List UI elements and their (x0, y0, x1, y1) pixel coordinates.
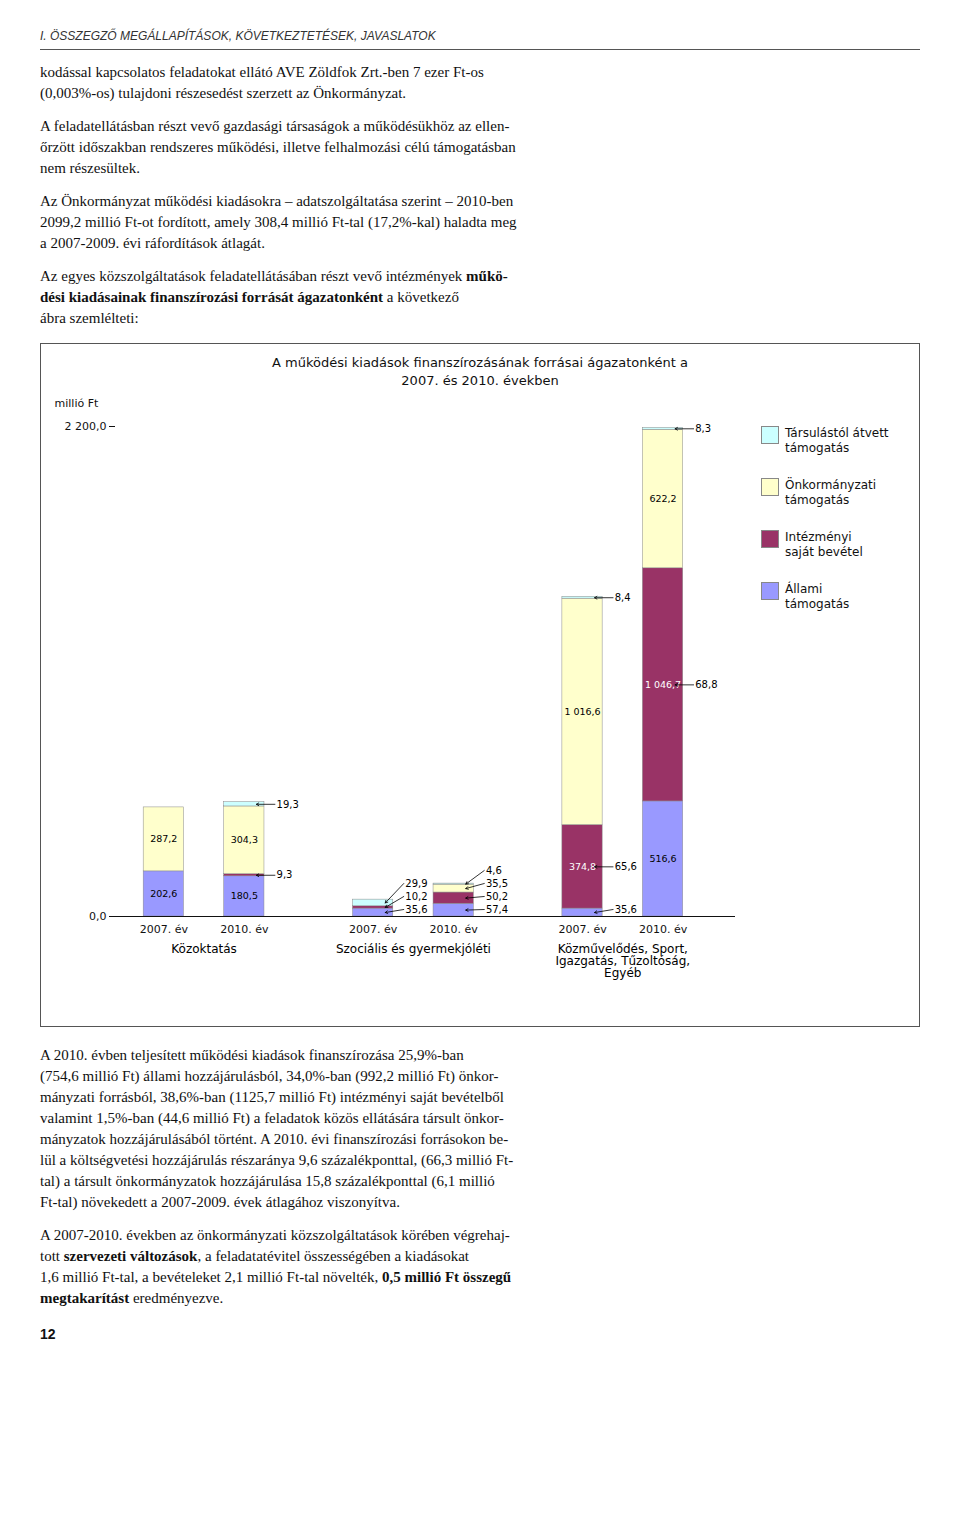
svg-text:202,6: 202,6 (150, 888, 177, 899)
html-text:A 2010. évben teljesített műkö: A 2010. évben teljesített működési kiadá… (40, 1047, 514, 1211)
svg-text:Közművelődés, Sport,Igazgatás,: Közművelődés, Sport,Igazgatás, Tűzoltósá… (555, 942, 690, 980)
svg-text:2010. év: 2010. év (220, 923, 269, 936)
svg-text:1 016,6: 1 016,6 (564, 706, 600, 717)
html-text:Intézményi saját bevétel: Intézményi saját bevétel (785, 530, 863, 560)
svg-text:35,6: 35,6 (615, 904, 637, 915)
svg-text:0,0: 0,0 (89, 910, 107, 923)
svg-text:2010. év: 2010. év (430, 923, 479, 936)
svg-text:57,4: 57,4 (486, 904, 508, 915)
html-text:A 2007-2010. években az önkorm: A 2007-2010. években az önkormányzati kö… (40, 1227, 512, 1307)
svg-text:516,6: 516,6 (649, 853, 676, 864)
html-text:Az Önkormányzat működési kiadá: Az Önkormányzat működési kiadásokra – ad… (40, 192, 517, 251)
svg-text:29,9: 29,9 (405, 878, 427, 889)
svg-text:4,6: 4,6 (486, 865, 502, 876)
svg-text:304,3: 304,3 (231, 835, 258, 846)
svg-text:2010. év: 2010. év (639, 923, 688, 936)
svg-text:35,5: 35,5 (486, 878, 508, 889)
html-text:Önkormányzati támogatás: Önkormányzati támogatás (785, 478, 877, 508)
svg-text:Közoktatás: Közoktatás (171, 942, 237, 956)
html-text:Állami támogatás: Állami támogatás (785, 582, 850, 612)
svg-text:180,5: 180,5 (231, 891, 258, 902)
svg-text:millió Ft: millió Ft (55, 397, 99, 410)
html-text:12: 12 (40, 1326, 56, 1343)
html-text:kodással kapcsolatos feladatok: kodással kapcsolatos feladatokat ellátó … (40, 63, 484, 101)
html-text:A működési kiadások finanszíro: A működési kiadások finanszírozásának fo… (272, 354, 688, 388)
svg-text:65,6: 65,6 (615, 861, 637, 872)
svg-text:10,2: 10,2 (405, 891, 427, 902)
svg-text:2007. év: 2007. év (349, 923, 398, 936)
svg-text:Szociális és gyermekjóléti: Szociális és gyermekjóléti (336, 942, 491, 956)
html-text:Társulástól átvett támogatás: Társulástól átvett támogatás (785, 426, 889, 456)
svg-text:8,3: 8,3 (695, 423, 711, 434)
svg-text:9,3: 9,3 (277, 870, 293, 881)
svg-text:2007. év: 2007. év (558, 923, 607, 936)
svg-text:622,2: 622,2 (649, 493, 676, 504)
svg-text:1 046,7: 1 046,7 (644, 679, 682, 691)
svg-text:35,6: 35,6 (405, 904, 427, 915)
html-text:I. ÖSSZEGZŐ MEGÁLLAPÍTÁSOK, KÖ: I. ÖSSZEGZŐ MEGÁLLAPÍTÁSOK, KÖVETKEZTETÉ… (40, 29, 436, 43)
html-text:A feladatellátásban részt vevő: A feladatellátásban részt vevő gazdasági… (40, 117, 516, 176)
svg-text:2007. év: 2007. év (140, 923, 189, 936)
svg-text:374,8: 374,8 (569, 861, 596, 872)
html-text:Az egyes közszolgáltatások fel: Az egyes közszolgáltatások feladatellátá… (40, 267, 508, 326)
svg-text:19,3: 19,3 (277, 799, 299, 810)
svg-text:287,2: 287,2 (150, 834, 177, 845)
svg-text:2 200,0: 2 200,0 (65, 420, 107, 433)
svg-text:8,4: 8,4 (615, 592, 631, 603)
svg-text:68,8: 68,8 (695, 679, 717, 690)
svg-text:50,2: 50,2 (486, 891, 508, 902)
